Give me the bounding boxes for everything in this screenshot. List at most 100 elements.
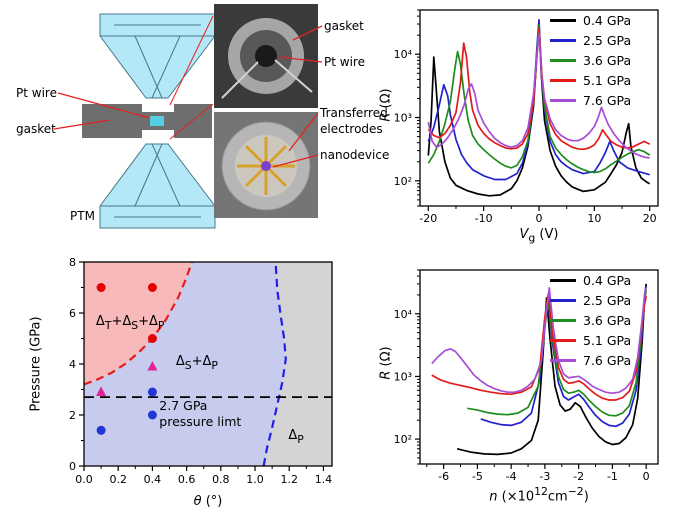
legend-label: 7.6 GPa	[583, 352, 632, 368]
legend-label: 5.1 GPa	[583, 332, 632, 348]
x-axis-label: θ (°)	[193, 494, 223, 509]
legend-entry: 3.6 GPa	[550, 312, 631, 328]
region-delta-T-S-P	[84, 262, 192, 385]
gasket-label: gasket	[16, 122, 56, 136]
top-anvil-facet-2	[151, 35, 181, 99]
series-7.6-GPa	[431, 286, 648, 395]
data-point-magenta-triangles	[147, 361, 158, 371]
top-anvil-facet-1	[134, 35, 163, 99]
legend-label: 2.5 GPa	[583, 292, 632, 308]
blue-boundary	[262, 261, 287, 467]
legend-label: 0.4 GPa	[583, 272, 632, 288]
plot-frame	[419, 269, 659, 465]
legend-label: 2.5 GPa	[583, 32, 632, 48]
y-tick-label: 0	[69, 460, 76, 473]
pressure-limit-label: 2.7 GPa pressure limt	[159, 397, 242, 429]
legend-entry: 5.1 GPa	[550, 332, 631, 348]
resistance-vs-density-chart: -6 -5 -4 -3 -2 -1 0 10² 10³ 10⁴	[394, 269, 659, 483]
sample-chamber	[150, 116, 164, 126]
y-tick-label: 10³	[394, 370, 412, 383]
y-tick-label: 10³	[394, 112, 412, 125]
gasket-hole	[255, 45, 277, 67]
photo-pt-wire-pointer	[279, 56, 323, 63]
x-tick-label: -10	[475, 212, 493, 225]
y-axis-label: Pressure (GPa)	[28, 316, 44, 412]
legend-line-sample	[550, 98, 576, 102]
nanodevice-dot	[261, 161, 271, 171]
photo-gasket-pointer	[292, 25, 323, 41]
transferred-label-line2: electrodes	[320, 122, 383, 136]
x-tick-label: 0.0	[75, 473, 93, 486]
data-point-magenta-triangles	[96, 386, 107, 397]
y-tick-label: 4	[69, 358, 76, 371]
data-point-blue-circles	[147, 410, 157, 420]
legend-entry: 2.5 GPa	[550, 292, 631, 308]
series-3.6-GPa	[467, 289, 648, 417]
region-delta-P	[263, 262, 332, 466]
region-label-tsp: ΔT+ΔS+ΔP	[95, 314, 165, 332]
series-0.4-GPa	[456, 283, 648, 456]
gasket-photo	[214, 4, 318, 108]
region-delta-S-P	[84, 262, 286, 466]
pt-wire-photo-2	[274, 59, 313, 93]
x-tick-label: 1.4	[315, 473, 333, 486]
legend-line-sample	[550, 18, 576, 22]
legend-line-sample	[550, 358, 576, 362]
phase-diagram-chart: 0.0 0.2 0.4 0.6 0.8 1.0 1.2 1.4 0 2 4 6 8	[69, 256, 333, 486]
electrodes-pointer	[288, 112, 319, 152]
x-tick-label: -1	[607, 470, 618, 483]
x-tick-label: -20	[419, 212, 437, 225]
legend-line-sample	[550, 318, 576, 322]
legend-entry: 7.6 GPa	[550, 92, 631, 108]
x-tick-label: 0.2	[109, 473, 127, 486]
legend: 0.4 GPa 2.5 GPa 3.6 GPa 5.1 GPa 7.6 GPa	[550, 12, 631, 108]
legend-entry: 7.6 GPa	[550, 352, 631, 368]
y-tick-label: 8	[69, 256, 76, 269]
zoom-line-top	[169, 15, 214, 106]
x-axis-label: Vg (V)	[519, 227, 559, 245]
x-tick-label: 1.0	[246, 473, 264, 486]
legend-line-sample	[550, 278, 576, 282]
legend-entry: 2.5 GPa	[550, 32, 631, 48]
photo-pt-wire-label: Pt wire	[324, 55, 365, 69]
photo-annotations: gasket Pt wire Transferred electrodes na…	[272, 19, 389, 168]
schematic-annotations: Pt wire gasket PTM	[16, 15, 214, 223]
legend-label: 7.6 GPa	[583, 92, 632, 108]
ptm-label: PTM	[70, 209, 95, 223]
photo-gasket-label: gasket	[324, 19, 364, 33]
legend-label: 0.4 GPa	[583, 12, 632, 28]
y-tick-label: 10²	[394, 433, 412, 446]
x-tick-label: -2	[573, 470, 584, 483]
phase-diagram-panel: 0.0 0.2 0.4 0.6 0.8 1.0 1.2 1.4 0 2 4 6 8 Pressure (…	[24, 250, 364, 521]
dac-schematic: Pt wire gasket PTM	[16, 4, 389, 229]
zoom-line-bottom	[169, 103, 214, 140]
data-point-red-circles	[147, 283, 157, 292]
gasket-assembly	[82, 104, 212, 138]
y-tick-label: 10²	[394, 175, 412, 188]
legend-line-sample	[550, 298, 576, 302]
x-tick-label: 0	[536, 212, 543, 225]
series-2.5-GPa	[480, 285, 648, 428]
legend-entry: 0.4 GPa	[550, 272, 631, 288]
x-tick-label: 0.8	[212, 473, 230, 486]
region-label-sp: ΔS+ΔP	[175, 353, 218, 372]
x-tick-label: 1.2	[280, 473, 298, 486]
x-tick-label: 0.4	[144, 473, 162, 486]
legend-entry: 5.1 GPa	[550, 72, 631, 88]
transferred-label-line1: Transferred	[319, 106, 388, 120]
legend-line-sample	[550, 338, 576, 342]
data-point-blue-circles	[147, 387, 157, 397]
y-tick-label: 2	[69, 409, 76, 422]
y-tick-label: 10⁴	[394, 308, 413, 321]
legend-entry: 0.4 GPa	[550, 12, 631, 28]
legend-line-sample	[550, 58, 576, 62]
legend-entry: 3.6 GPa	[550, 52, 631, 68]
legend-label: 3.6 GPa	[583, 52, 632, 68]
x-tick-label: 0.6	[178, 473, 196, 486]
y-axis-label: R (Ω)	[378, 88, 394, 122]
x-axis-label: n (×1012cm−2)	[489, 485, 589, 505]
series-5.1-GPa	[431, 292, 648, 401]
x-tick-label: -5	[472, 470, 483, 483]
legend: 0.4 GPa 2.5 GPa 3.6 GPa 5.1 GPa 7.6 GPa	[550, 272, 631, 368]
x-tick-label: 0	[643, 470, 650, 483]
